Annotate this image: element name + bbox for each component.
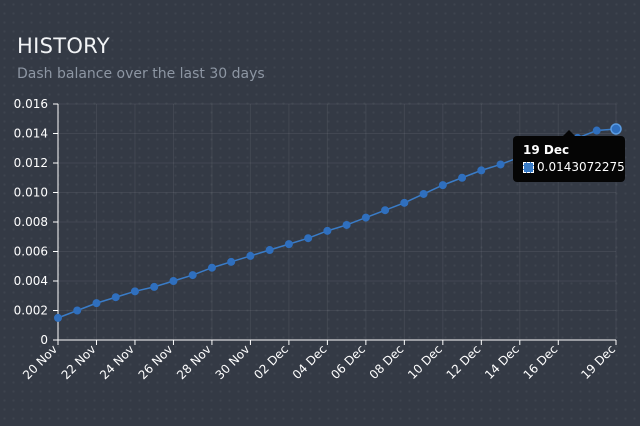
x-tick-label: 28 Nov (174, 342, 214, 382)
chart-axes (53, 103, 617, 345)
y-axis-tick-labels: 0 0.002 0.004 0.006 0.008 0.010 0.012 0.014 0.01… (14, 97, 48, 347)
data-point[interactable] (381, 206, 390, 215)
y-tick-label: 0.012 (14, 156, 48, 170)
x-tick-label: 04 Dec (290, 342, 330, 382)
data-point[interactable] (496, 160, 505, 169)
x-tick-label: 24 Nov (97, 342, 137, 382)
data-point[interactable] (169, 277, 178, 285)
x-tick-label: 16 Dec (521, 342, 561, 382)
data-point[interactable] (361, 213, 370, 222)
page-title: HISTORY (17, 34, 110, 58)
x-tick-label: 06 Dec (328, 342, 368, 382)
tooltip-value: 0.0143072275 (537, 160, 625, 174)
x-tick-label: 20 Nov (20, 342, 60, 382)
data-point[interactable] (73, 306, 82, 315)
x-tick-label: 14 Dec (482, 342, 522, 382)
data-point[interactable] (130, 287, 139, 296)
y-tick-label: 0.008 (14, 215, 48, 229)
y-tick-label: 0.006 (14, 245, 48, 259)
page-subtitle: Dash balance over the last 30 days (17, 66, 265, 82)
x-tick-label: 22 Nov (59, 342, 99, 382)
x-tick-label: 02 Dec (251, 342, 291, 382)
data-point[interactable] (592, 126, 601, 135)
tooltip-date: 19 Dec (523, 143, 570, 157)
y-tick-label: 0 (40, 333, 48, 347)
y-tick-label: 0.010 (14, 186, 48, 200)
data-point[interactable] (342, 220, 351, 229)
x-tick-label: 19 Dec (578, 342, 618, 382)
data-point[interactable] (188, 271, 197, 280)
data-point[interactable] (284, 240, 293, 249)
y-tick-label: 0.002 (14, 304, 48, 318)
data-point[interactable] (477, 166, 486, 175)
x-tick-label: 08 Dec (367, 342, 407, 382)
chart-tooltip: 19 Dec 0.0143072275 (513, 130, 625, 182)
x-tick-label: 26 Nov (136, 342, 176, 382)
data-point[interactable] (323, 226, 332, 235)
data-point[interactable] (265, 246, 274, 255)
x-tick-label: 12 Dec (444, 342, 484, 382)
data-point[interactable] (227, 257, 236, 266)
data-point[interactable] (610, 123, 622, 135)
data-point[interactable] (438, 181, 447, 190)
data-point[interactable] (207, 263, 216, 272)
x-tick-label: 30 Nov (213, 342, 253, 382)
x-tick-label: 10 Dec (405, 342, 445, 382)
data-point[interactable] (400, 198, 409, 207)
data-point[interactable] (304, 234, 313, 243)
tooltip-row: 0.0143072275 (523, 160, 625, 174)
y-tick-label: 0.014 (14, 127, 48, 141)
y-tick-label: 0.004 (14, 274, 48, 288)
y-tick-label: 0.016 (14, 97, 48, 111)
data-point[interactable] (246, 251, 255, 260)
data-point[interactable] (54, 313, 62, 322)
series-color-swatch (523, 161, 534, 173)
data-point[interactable] (150, 282, 159, 291)
data-point[interactable] (92, 299, 101, 308)
data-point[interactable] (111, 293, 120, 302)
data-point[interactable] (419, 189, 428, 198)
data-point[interactable] (458, 173, 467, 182)
